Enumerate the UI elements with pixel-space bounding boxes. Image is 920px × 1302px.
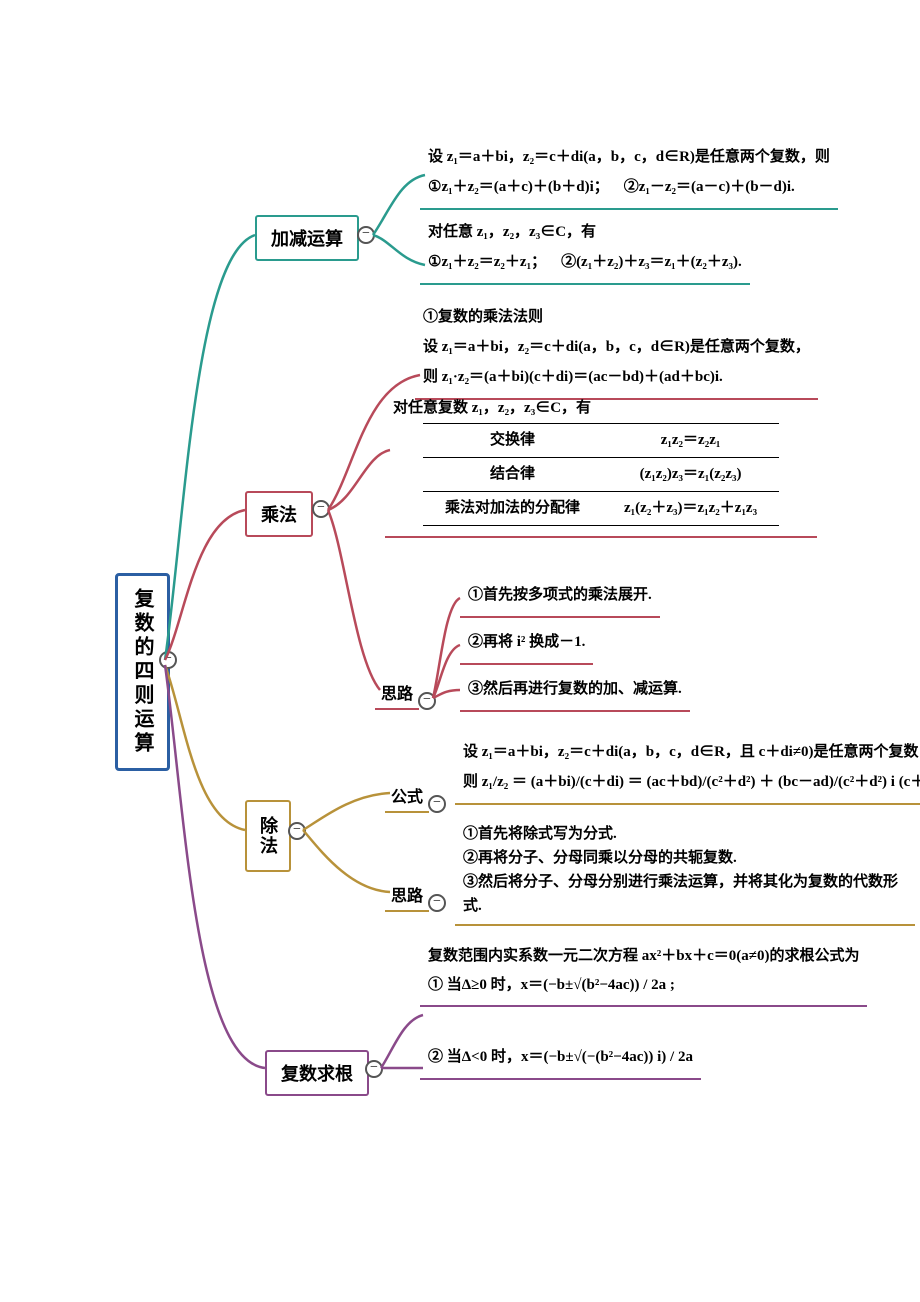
text: 对任意 z₁，z₂，z₃∈C，有 bbox=[428, 224, 596, 240]
collapse-icon[interactable]: − bbox=[288, 822, 306, 840]
mult-laws: 对任意复数 z₁，z₂，z₃∈C，有 交换律z₁z₂＝z₂z₁ 结合律(z₁z₂… bbox=[385, 396, 817, 538]
text: ①z₁＋z₂＝z₂＋z₁； ②(z₁＋z₂)＋z₃＝z₁＋(z₂＋z₃). bbox=[428, 254, 742, 270]
text: ③然后将分子、分母分别进行乘法运算，并将其化为复数的代数形式. bbox=[463, 874, 898, 914]
addsub-def: 设 z₁＝a＋bi，z₂＝c＋di(a，b，c，d∈R)是任意两个复数，则 ①z… bbox=[420, 140, 838, 210]
laws-table: 交换律z₁z₂＝z₂z₁ 结合律(z₁z₂)z₃＝z₁(z₂z₃) 乘法对加法的… bbox=[423, 423, 779, 526]
text: ①z₁＋z₂＝(a＋c)＋(b＋d)i； ②z₁－z₂＝(a－c)＋(b－d)i… bbox=[428, 179, 795, 195]
text: ②再将分子、分母同乘以分母的共轭复数. bbox=[463, 850, 737, 866]
collapse-icon[interactable]: − bbox=[159, 651, 177, 669]
mult-idea-2: ②再将 i² 换成－1. bbox=[460, 625, 593, 665]
collapse-icon[interactable]: − bbox=[418, 692, 436, 710]
roots-formula-2: ② 当Δ<0 时，x＝(−b±√(−(b²−4ac)) i) / 2a bbox=[420, 1040, 701, 1080]
div-idea-label: 思路 bbox=[385, 882, 429, 912]
text: 对任意复数 z₁，z₂，z₃∈C，有 bbox=[393, 400, 591, 416]
collapse-icon[interactable]: − bbox=[365, 1060, 383, 1078]
text: 设 z₁＝a＋bi，z₂＝c＋di(a，b，c，d∈R，且 c＋di≠0)是任意… bbox=[463, 744, 920, 760]
collapse-icon[interactable]: − bbox=[428, 894, 446, 912]
div-formula: 设 z₁＝a＋bi，z₂＝c＋di(a，b，c，d∈R，且 c＋di≠0)是任意… bbox=[455, 735, 920, 805]
text: ①复数的乘法法则 bbox=[423, 309, 543, 325]
text: 则 z₁·z₂＝(a＋bi)(c＋di)＝(ac－bd)＋(ad＋bc)i. bbox=[423, 369, 723, 385]
mult-idea-label: 思路 bbox=[375, 680, 419, 710]
collapse-icon[interactable]: − bbox=[428, 795, 446, 813]
text: 则 z₁/z₂ ＝ (a＋bi)/(c＋di) ＝ (ac＋bd)/(c²＋d²… bbox=[463, 774, 920, 790]
mult-idea-3: ③然后再进行复数的加、减运算. bbox=[460, 672, 690, 712]
div-idea: ①首先将除式写为分式. ②再将分子、分母同乘以分母的共轭复数. ③然后将分子、分… bbox=[455, 820, 915, 926]
addsub-laws: 对任意 z₁，z₂，z₃∈C，有 ①z₁＋z₂＝z₂＋z₁； ②(z₁＋z₂)＋… bbox=[420, 215, 750, 285]
text: 设 z₁＝a＋bi，z₂＝c＋di(a，b，c，d∈R)是任意两个复数， bbox=[423, 339, 810, 355]
text: 设 z₁＝a＋bi，z₂＝c＋di(a，b，c，d∈R)是任意两个复数，则 bbox=[428, 149, 830, 165]
node-mult: 乘法 bbox=[245, 491, 313, 537]
roots-formula: 复数范围内实系数一元二次方程 ax²＋bx＋c＝0(a≠0)的求根公式为 ① 当… bbox=[420, 940, 867, 1007]
text: ①首先将除式写为分式. bbox=[463, 826, 617, 842]
text: ② 当Δ<0 时，x＝(−b±√(−(b²−4ac)) i) / 2a bbox=[428, 1049, 693, 1065]
text: ① 当Δ≥0 时，x＝(−b±√(b²−4ac)) / 2a ; bbox=[428, 977, 675, 993]
root-node: 复数的四则运算 bbox=[115, 573, 170, 771]
mult-rule: ①复数的乘法法则 设 z₁＝a＋bi，z₂＝c＋di(a，b，c，d∈R)是任意… bbox=[415, 300, 818, 400]
collapse-icon[interactable]: − bbox=[357, 226, 375, 244]
div-formula-label: 公式 bbox=[385, 783, 429, 813]
node-div: 除法 bbox=[245, 800, 291, 872]
node-roots: 复数求根 bbox=[265, 1050, 369, 1096]
node-addsub: 加减运算 bbox=[255, 215, 359, 261]
collapse-icon[interactable]: − bbox=[312, 500, 330, 518]
mult-idea-1: ①首先按多项式的乘法展开. bbox=[460, 578, 660, 618]
text: 复数范围内实系数一元二次方程 ax²＋bx＋c＝0(a≠0)的求根公式为 bbox=[428, 948, 859, 964]
